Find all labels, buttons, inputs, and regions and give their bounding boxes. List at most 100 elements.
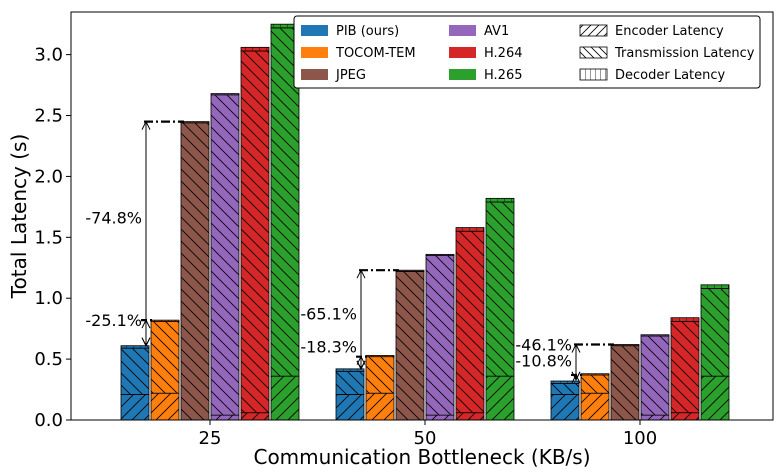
- ann-100-arrow-tocom-head-bottom: [571, 371, 581, 381]
- legend-swatch-transmission-latency: [579, 46, 608, 59]
- y-tick-label-2.5: 2.5: [34, 106, 63, 127]
- bar-hatch-pib-ours-25-encoder: [120, 394, 150, 421]
- bar-hatch-jpeg-50-decoder: [395, 269, 425, 272]
- ann-100-arrow-tocom-head-top: [571, 373, 581, 384]
- ann-50-arrow-tocom-head-top: [356, 355, 366, 365]
- legend-label-h-264: H.264: [484, 46, 523, 61]
- legend-swatch-h-265: [449, 69, 476, 80]
- y-tick-label-0.0: 0.0: [34, 410, 63, 431]
- bar-hatch-h-265-100-decoder: [700, 284, 730, 289]
- bar-hatch-h-265-50-decoder: [485, 197, 515, 203]
- bar-hatch-av1-25-decoder: [210, 93, 240, 96]
- bar-hatch-tocom-tem-100-transmission: [580, 374, 610, 394]
- ann-100-arrow-codec-head-top: [571, 343, 581, 353]
- bar-hatch-av1-50-encoder: [425, 414, 455, 421]
- annotations-layer: -74.8% -25.1% -65.1% -18.3% -46.1%-10.8%: [85, 120, 614, 384]
- bar-hatch-tocom-tem-50-transmission: [365, 356, 395, 394]
- bar-hatch-h-264-50-encoder: [455, 412, 485, 421]
- bar-hatch-av1-100-transmission: [640, 335, 670, 416]
- ann-50-arrow-tocom-head-bottom: [356, 360, 366, 370]
- bar-hatch-h-264-100-decoder: [670, 317, 700, 322]
- bar-hatch-h-264-50-decoder: [455, 227, 485, 232]
- ann-100-pct-vs-codec-label: -46.1%: [515, 335, 572, 354]
- ann-25-pct-vs-tocom-label: -25.1%: [85, 311, 142, 330]
- legend-swatch-av1: [449, 25, 476, 36]
- y-axis: 0.0 0.5 1.0 1.5 2.0 2.5 3.0: [34, 45, 71, 431]
- bar-hatch-h-264-25-encoder: [240, 412, 270, 421]
- bar-hatch-h-264-50-transmission: [455, 230, 485, 414]
- legend-label-decoder-latency: Decoder Latency: [615, 68, 726, 83]
- bar-hatch-pib-ours-100-decoder: [550, 380, 580, 384]
- bar-hatch-jpeg-100-decoder: [610, 344, 640, 347]
- legend-label-av1: AV1: [484, 24, 509, 39]
- bar-hatch-pib-ours-100-encoder: [550, 394, 580, 421]
- y-tick-label-3.0: 3.0: [34, 45, 63, 66]
- bar-hatch-jpeg-100-transmission: [610, 345, 640, 421]
- y-tick-label-0.5: 0.5: [34, 349, 63, 370]
- bar-hatch-jpeg-50-transmission: [395, 271, 425, 421]
- legend-swatch-encoder-latency: [579, 24, 608, 37]
- bar-hatch-pib-ours-50-decoder: [335, 368, 365, 372]
- bar-hatch-h-265-100-transmission: [700, 288, 730, 377]
- bar-hatch-h-265-25-encoder: [270, 375, 300, 421]
- legend-swatch-h-264: [449, 47, 476, 58]
- ann-100-pct-vs-tocom-label: -10.8%: [515, 351, 572, 370]
- legend-label-transmission-latency: Transmission Latency: [614, 46, 755, 61]
- x-tick-label-25: 25: [199, 428, 222, 449]
- x-axis: 25 50 100: [199, 420, 657, 449]
- bar-hatch-h-264-100-encoder: [670, 412, 700, 421]
- legend-label-tocom-tem: TOCOM-TEM: [335, 46, 416, 61]
- bar-hatch-tocom-tem-100-decoder: [580, 373, 610, 376]
- bar-hatch-pib-ours-50-transmission: [335, 370, 365, 395]
- bar-hatch-h-264-25-decoder: [240, 46, 270, 52]
- bar-hatch-av1-50-decoder: [425, 253, 455, 256]
- bar-hatch-tocom-tem-25-decoder: [150, 319, 180, 322]
- x-axis-title: Communication Bottleneck (KB/s): [253, 445, 590, 469]
- ann-50-pct-vs-codec-label: -65.1%: [300, 305, 357, 324]
- x-tick-label-50: 50: [414, 428, 437, 449]
- ann-25-arrow-tocom-head-top: [141, 319, 151, 329]
- bar-hatch-av1-50-transmission: [425, 255, 455, 416]
- legend-swatch-decoder-latency: [579, 68, 608, 81]
- bar-hatch-tocom-tem-50-decoder: [365, 355, 395, 358]
- bars-layer: [120, 23, 730, 421]
- bar-hatch-tocom-tem-50-encoder: [365, 392, 395, 421]
- ann-50-arrow-codec-head-top: [356, 269, 366, 279]
- bar-hatch-tocom-tem-25-encoder: [150, 392, 180, 421]
- bar-hatch-pib-ours-25-transmission: [120, 347, 150, 395]
- bar-hatch-tocom-tem-100-encoder: [580, 392, 610, 421]
- bar-hatch-h-264-25-transmission: [240, 50, 270, 414]
- legend-box: [293, 15, 761, 89]
- legend-label-h-265: H.265: [484, 68, 523, 83]
- bar-hatch-jpeg-25-transmission: [180, 122, 210, 421]
- y-tick-label-1.0: 1.0: [34, 288, 63, 309]
- legend: PIB (ours) TOCOM-TEM JPEG AV1 H.264 H.265 Enco…: [293, 15, 761, 89]
- legend-label-pib-ours: PIB (ours): [336, 24, 399, 39]
- ann-50-pct-vs-tocom-label: -18.3%: [300, 338, 357, 357]
- plot-frame: [70, 11, 774, 421]
- y-tick-label-1.5: 1.5: [34, 227, 63, 248]
- ann-25-arrow-tocom-head-bottom: [141, 337, 151, 347]
- bar-hatch-h-265-100-encoder: [700, 375, 730, 421]
- ann-25-arrow-codec-head-top: [141, 120, 151, 130]
- bar-hatch-pib-ours-50-encoder: [335, 394, 365, 421]
- legend-label-jpeg: JPEG: [335, 68, 366, 83]
- x-tick-label-100: 100: [623, 428, 657, 449]
- bar-hatch-h-265-50-encoder: [485, 375, 515, 421]
- bar-hatch-h-265-50-transmission: [485, 201, 515, 377]
- y-axis-title: Total Latency (s): [7, 134, 31, 300]
- bar-hatch-pib-ours-25-decoder: [120, 345, 150, 349]
- legend-swatch-jpeg: [301, 69, 328, 80]
- bar-hatch-av1-25-transmission: [210, 94, 240, 416]
- bar-hatch-pib-ours-100-transmission: [550, 383, 580, 395]
- bar-hatch-jpeg-25-decoder: [180, 121, 210, 124]
- y-tick-label-2.0: 2.0: [34, 166, 63, 187]
- bar-hatch-av1-100-encoder: [640, 414, 670, 421]
- ann-25-pct-vs-codec-label: -74.8%: [85, 209, 142, 228]
- bar-hatch-tocom-tem-25-transmission: [150, 320, 180, 394]
- bar-hatch-av1-100-decoder: [640, 334, 670, 337]
- legend-label-encoder-latency: Encoder Latency: [615, 24, 724, 39]
- legend-swatch-tocom-tem: [301, 47, 328, 58]
- legend-swatch-pib-ours: [301, 25, 328, 36]
